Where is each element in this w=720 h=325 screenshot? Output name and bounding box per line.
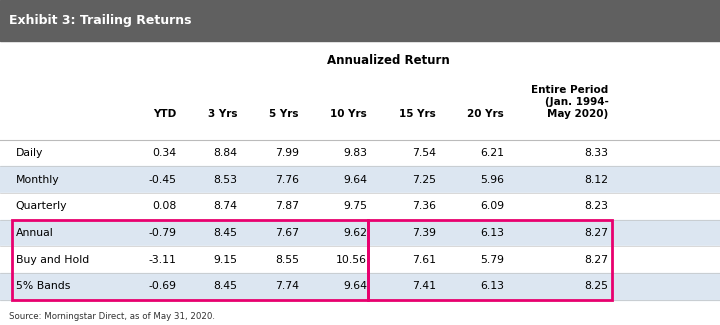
Text: 10 Yrs: 10 Yrs <box>330 109 367 119</box>
Text: -0.79: -0.79 <box>148 228 176 238</box>
Text: Annual: Annual <box>16 228 53 238</box>
Text: 6.09: 6.09 <box>480 202 504 211</box>
Text: 0.34: 0.34 <box>152 148 176 158</box>
Bar <box>368 220 612 300</box>
Text: 7.67: 7.67 <box>275 228 299 238</box>
Bar <box>0 246 720 273</box>
Text: 8.27: 8.27 <box>585 255 608 265</box>
Bar <box>0 0 720 41</box>
Text: 9.83: 9.83 <box>343 148 367 158</box>
Text: 7.25: 7.25 <box>412 175 436 185</box>
Bar <box>0 193 720 220</box>
Text: 7.36: 7.36 <box>412 202 436 211</box>
Text: Entire Period
(Jan. 1994-
May 2020): Entire Period (Jan. 1994- May 2020) <box>531 85 608 119</box>
Text: 7.76: 7.76 <box>275 175 299 185</box>
Bar <box>0 140 720 166</box>
Text: 10.56: 10.56 <box>336 255 367 265</box>
Text: 0.08: 0.08 <box>152 202 176 211</box>
Bar <box>0 273 720 300</box>
Text: 9.64: 9.64 <box>343 175 367 185</box>
Text: Source: Morningstar Direct, as of May 31, 2020.: Source: Morningstar Direct, as of May 31… <box>9 312 215 321</box>
Text: 9.62: 9.62 <box>343 228 367 238</box>
Text: 7.54: 7.54 <box>412 148 436 158</box>
Text: 8.45: 8.45 <box>214 281 238 291</box>
Text: Buy and Hold: Buy and Hold <box>16 255 89 265</box>
Text: 8.23: 8.23 <box>585 202 608 211</box>
Text: 6.13: 6.13 <box>480 281 504 291</box>
Text: 8.74: 8.74 <box>214 202 238 211</box>
Text: 6.13: 6.13 <box>480 228 504 238</box>
Text: 8.33: 8.33 <box>585 148 608 158</box>
Bar <box>0 166 720 193</box>
Text: -3.11: -3.11 <box>148 255 176 265</box>
Text: YTD: YTD <box>153 109 176 119</box>
Text: 5.79: 5.79 <box>480 255 504 265</box>
Text: 7.74: 7.74 <box>275 281 299 291</box>
Text: 8.12: 8.12 <box>585 175 608 185</box>
Text: 3 Yrs: 3 Yrs <box>208 109 238 119</box>
Text: 8.27: 8.27 <box>585 228 608 238</box>
Text: 8.25: 8.25 <box>585 281 608 291</box>
Text: Annualized Return: Annualized Return <box>328 54 450 67</box>
Text: 8.53: 8.53 <box>214 175 238 185</box>
Text: 7.39: 7.39 <box>412 228 436 238</box>
Text: 6.21: 6.21 <box>480 148 504 158</box>
Text: 5 Yrs: 5 Yrs <box>269 109 299 119</box>
Text: 8.84: 8.84 <box>214 148 238 158</box>
Bar <box>0 220 720 246</box>
Text: 7.61: 7.61 <box>412 255 436 265</box>
Text: 7.99: 7.99 <box>275 148 299 158</box>
Text: -0.45: -0.45 <box>148 175 176 185</box>
Text: 7.41: 7.41 <box>412 281 436 291</box>
Text: Daily: Daily <box>16 148 43 158</box>
Text: 5.96: 5.96 <box>480 175 504 185</box>
Bar <box>12 220 368 300</box>
Text: -0.69: -0.69 <box>148 281 176 291</box>
Text: 8.45: 8.45 <box>214 228 238 238</box>
Text: 9.15: 9.15 <box>214 255 238 265</box>
Text: 9.64: 9.64 <box>343 281 367 291</box>
Text: 15 Yrs: 15 Yrs <box>399 109 436 119</box>
Text: 5% Bands: 5% Bands <box>16 281 71 291</box>
Text: 7.87: 7.87 <box>275 202 299 211</box>
Text: 20 Yrs: 20 Yrs <box>467 109 504 119</box>
Text: 9.75: 9.75 <box>343 202 367 211</box>
Text: 8.55: 8.55 <box>275 255 299 265</box>
Text: Monthly: Monthly <box>16 175 60 185</box>
Text: Quarterly: Quarterly <box>16 202 68 211</box>
Text: Exhibit 3: Trailing Returns: Exhibit 3: Trailing Returns <box>9 14 192 27</box>
